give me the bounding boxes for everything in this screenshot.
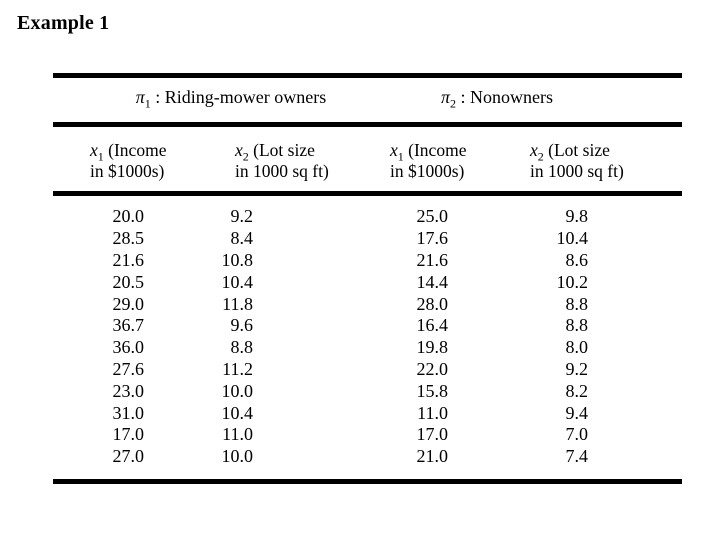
data-cell: 8.4 [230,228,254,249]
data-cell: 10.2 [556,271,589,292]
data-cell: 10.0 [221,380,254,401]
x-subscript: 2 [537,149,544,163]
data-cell: 8.8 [565,293,589,314]
table-row: 20.0 9.2 25.0 9.8 [53,206,682,228]
table-mid-rule-2 [53,191,682,196]
data-cell: 7.4 [565,446,589,467]
data-cell: 8.0 [565,337,589,358]
data-cell: 9.8 [565,206,589,227]
column-header-owners-lotsize: x2 (Lot size in 1000 sq ft) [195,137,360,182]
data-cell: 8.2 [565,380,589,401]
data-cell: 15.8 [416,380,449,401]
data-cell: 31.0 [112,402,145,423]
data-cell: 25.0 [416,206,449,227]
table-row: 36.0 8.8 19.8 8.0 [53,337,682,359]
column-header-row: x1 (Income in $1000s) x2 (Lot size in 10… [53,127,682,191]
table-bottom-rule [53,478,682,484]
data-cell: 23.0 [112,380,145,401]
group-label-nonowners: : Nonowners [456,87,554,107]
page-title: Example 1 [17,12,110,34]
data-cell: 9.4 [565,402,589,423]
column-header-line2: in 1000 sq ft) [235,160,329,181]
data-cell: 11.0 [417,402,448,423]
table-row: 21.6 10.8 21.6 8.6 [53,250,682,272]
data-cell: 29.0 [112,293,145,314]
data-cell: 16.4 [416,315,449,336]
data-cell: 27.6 [112,358,145,379]
data-cell: 28.0 [416,293,449,314]
data-cell: 10.4 [556,228,589,249]
column-header-line1: (Income [403,139,467,160]
data-cell: 11.2 [222,358,253,379]
table-row: 36.7 9.6 16.4 8.8 [53,315,682,337]
x-symbol: x [235,139,243,160]
table-row: 27.0 10.0 21.0 7.4 [53,446,682,468]
data-cell: 11.8 [222,293,253,314]
data-cell: 9.2 [230,206,254,227]
mower-data-table: π1 : Riding-mower owners π2 : Nonowners … [53,73,682,484]
data-cell: 28.5 [112,228,145,249]
data-cell: 8.8 [565,315,589,336]
column-header-line1: (Income [103,139,167,160]
data-cell: 8.8 [230,337,254,358]
data-cell: 17.0 [416,424,449,445]
data-cell: 20.0 [112,206,145,227]
data-cell: 17.6 [416,228,449,249]
data-cell: 10.0 [221,446,254,467]
group-label-owners: : Riding-mower owners [150,87,327,107]
table-row: 23.0 10.0 15.8 8.2 [53,380,682,402]
column-header-line1: (Lot size [248,139,315,160]
data-cell: 22.0 [416,358,449,379]
table-row: 20.5 10.4 14.4 10.2 [53,271,682,293]
table-row: 29.0 11.8 28.0 8.8 [53,293,682,315]
pi-symbol: π [440,87,451,107]
x-symbol: x [90,139,98,160]
data-cell: 9.2 [565,358,589,379]
column-header-nonowners-income: x1 (Income in $1000s) [360,137,500,182]
x-subscript: 1 [97,149,104,163]
column-header-nonowners-lotsize: x2 (Lot size in 1000 sq ft) [500,137,682,182]
group-header-nonowners: π2 : Nonowners [360,87,682,113]
table-top-rule [53,73,682,78]
table-mid-rule-1 [53,122,682,127]
data-cell: 10.8 [221,249,254,270]
table-row: 28.5 8.4 17.6 10.4 [53,228,682,250]
data-cell: 21.0 [416,446,449,467]
x-symbol: x [530,139,538,160]
data-cell: 19.8 [416,337,449,358]
data-cell: 21.6 [416,249,449,270]
table-row: 17.0 11.0 17.0 7.0 [53,424,682,446]
table-body: 20.0 9.2 25.0 9.8 28.5 8.4 17.6 10.4 21.… [53,196,682,479]
x-subscript: 2 [242,149,249,163]
data-cell: 9.6 [230,315,254,336]
data-cell: 21.6 [112,249,145,270]
data-cell: 27.0 [112,446,145,467]
data-cell: 7.0 [565,424,589,445]
group-header-row: π1 : Riding-mower owners π2 : Nonowners [53,78,682,122]
data-cell: 36.0 [112,337,145,358]
column-header-line1: (Lot size [543,139,610,160]
data-cell: 17.0 [112,424,145,445]
data-cell: 20.5 [112,271,145,292]
x-symbol: x [390,139,398,160]
column-header-line2: in $1000s) [390,160,465,181]
data-cell: 11.0 [222,424,253,445]
table-row: 27.6 11.2 22.0 9.2 [53,359,682,381]
column-header-line2: in 1000 sq ft) [530,160,624,181]
column-header-line2: in $1000s) [90,160,165,181]
x-subscript: 1 [397,149,404,163]
group-header-owners: π1 : Riding-mower owners [53,87,360,113]
table-row: 31.0 10.4 11.0 9.4 [53,402,682,424]
data-cell: 36.7 [112,315,145,336]
data-cell: 10.4 [221,271,254,292]
data-cell: 10.4 [221,402,254,423]
pi-symbol: π [135,87,145,107]
column-header-owners-income: x1 (Income in $1000s) [53,137,195,182]
pi-subscript: 1 [144,96,151,111]
data-cell: 14.4 [416,271,449,292]
data-cell: 8.6 [565,249,589,270]
pi-subscript: 2 [450,96,457,111]
